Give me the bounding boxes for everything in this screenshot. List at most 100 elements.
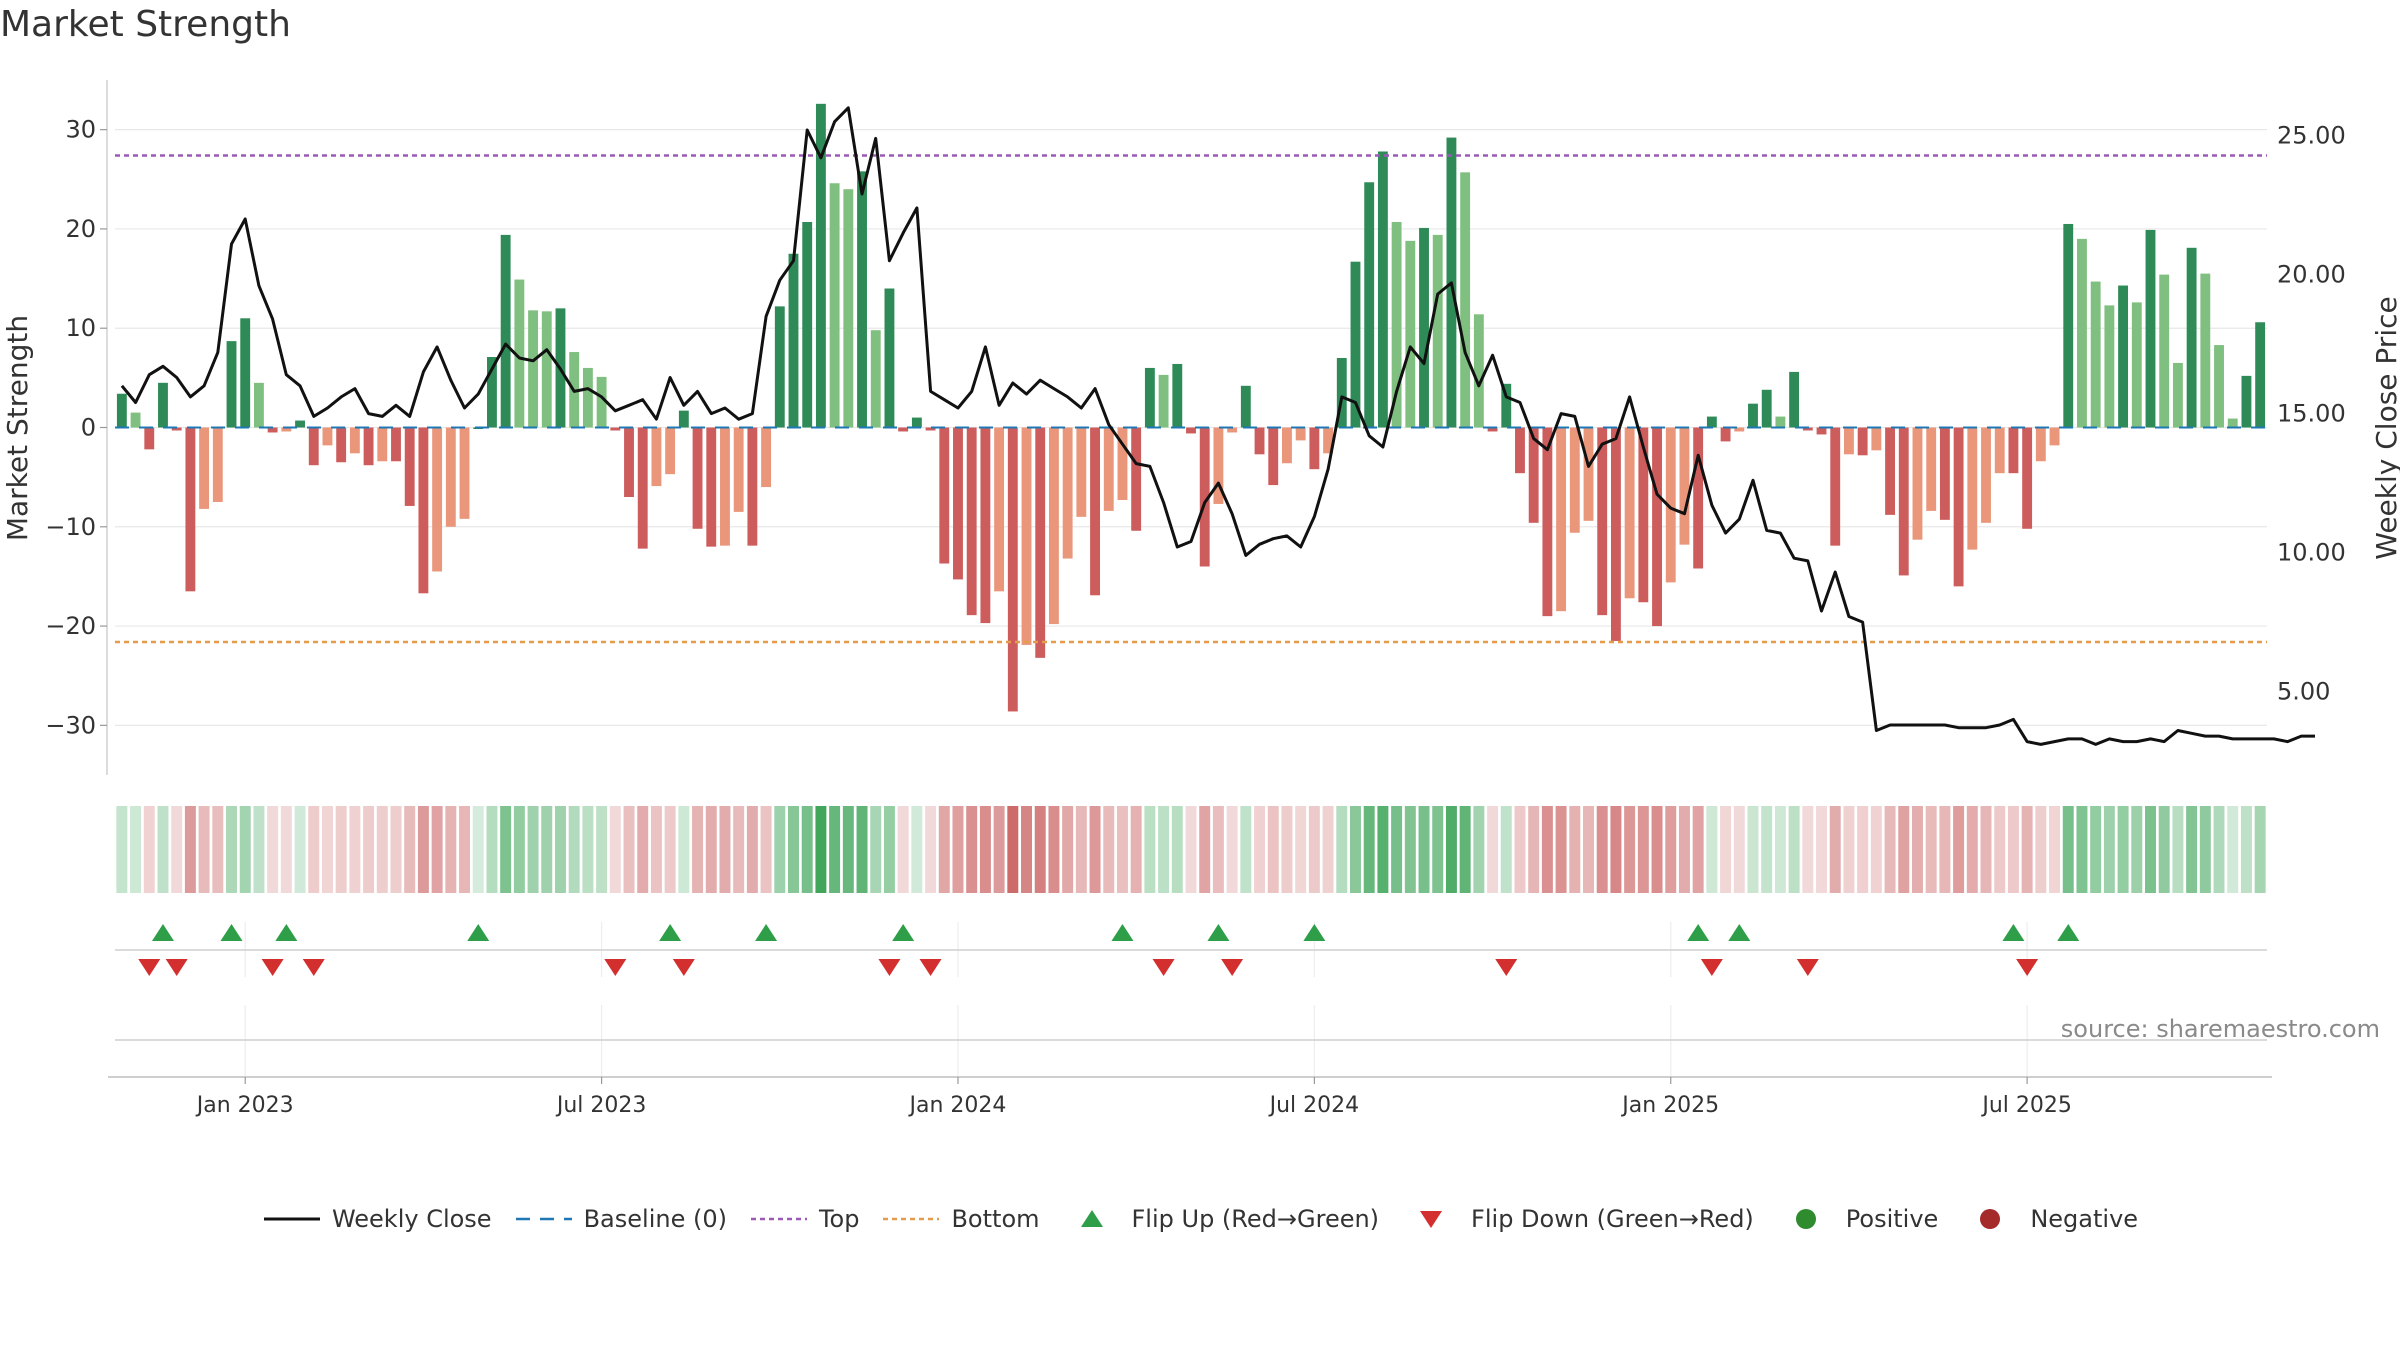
heat-cell xyxy=(1528,806,1540,893)
heat-cell xyxy=(1445,806,1457,893)
strength-bar xyxy=(1336,358,1347,428)
strength-bar xyxy=(747,427,758,546)
legend-label: Negative xyxy=(2030,1205,2139,1233)
strength-bar xyxy=(2200,273,2211,428)
strength-bar xyxy=(1528,427,1539,523)
heat-cell xyxy=(171,806,183,893)
strength-bar xyxy=(665,427,676,475)
legend-label: Weekly Close xyxy=(331,1205,492,1233)
strength-bar xyxy=(678,410,689,428)
heat-cell xyxy=(897,806,909,893)
strength-bar xyxy=(1652,427,1662,627)
strength-bar xyxy=(1021,427,1032,645)
heat-cell xyxy=(2062,806,2074,893)
strength-bar xyxy=(2172,362,2183,428)
strength-bar xyxy=(377,427,388,462)
strength-bar xyxy=(1569,427,1580,533)
strength-bar xyxy=(610,427,621,431)
heat-cell xyxy=(554,806,566,893)
heat-cell xyxy=(2227,806,2239,893)
heat-cell xyxy=(541,806,553,893)
heat-cell xyxy=(1500,806,1512,893)
strength-bar xyxy=(1227,427,1238,433)
strength-bar xyxy=(802,221,813,428)
heat-cell xyxy=(1199,806,1211,893)
flip-up-marker xyxy=(2002,924,2025,941)
heat-cell xyxy=(130,806,142,893)
heat-cell xyxy=(842,806,854,893)
heat-cell xyxy=(1514,806,1526,893)
legend-label: Flip Up (Red→Green) xyxy=(1131,1205,1380,1233)
strength-bar xyxy=(253,382,264,428)
flip-up-marker xyxy=(151,924,174,941)
right-tick-label: 15.00 xyxy=(2277,400,2346,428)
strength-bar xyxy=(925,427,936,431)
strength-bar xyxy=(459,427,470,519)
heat-cell xyxy=(733,806,745,893)
strength-bar xyxy=(1432,234,1443,428)
legend-swatch xyxy=(263,1217,320,1221)
strength-bar xyxy=(1748,403,1758,428)
heat-cell xyxy=(1678,806,1690,893)
flip-up-marker xyxy=(892,924,915,941)
flip-down-marker xyxy=(604,959,627,976)
strength-bar xyxy=(651,427,662,487)
heat-cell xyxy=(1226,806,1238,893)
strength-bar xyxy=(1953,427,1964,587)
strength-bar xyxy=(363,427,374,466)
strength-bar xyxy=(2159,274,2170,428)
strength-bar xyxy=(1638,427,1649,603)
heat-cell xyxy=(2007,806,2019,893)
strength-bar xyxy=(1830,427,1841,546)
right-tick-label: 20.00 xyxy=(2277,261,2346,289)
heat-cell xyxy=(308,806,320,893)
heat-cell xyxy=(1391,806,1403,893)
left-tick-label: −20 xyxy=(45,612,96,640)
strength-bar xyxy=(336,427,347,463)
flip-down-marker xyxy=(1700,959,1723,976)
strength-bar xyxy=(1926,427,1937,511)
axes: 30 20 10 0 −10 −20 −30 25.00 20.00 15.00 10.00 5.00… xyxy=(1,80,2400,1118)
strength-bar xyxy=(911,417,922,428)
strength-bar xyxy=(281,427,292,432)
heat-cell xyxy=(2172,806,2184,893)
heat-cell xyxy=(1802,806,1814,893)
flip-up-marker xyxy=(1303,924,1326,941)
heat-cell xyxy=(2035,806,2047,893)
legend-item: Top xyxy=(749,1205,859,1233)
strength-bar xyxy=(582,367,593,428)
heat-cell xyxy=(157,806,169,893)
strength-bar xyxy=(487,357,497,428)
heat-cell xyxy=(2131,806,2143,893)
strength-bar xyxy=(1240,385,1251,428)
heat-cell xyxy=(376,806,388,893)
strength-bar xyxy=(1117,427,1128,500)
x-tick-label: Jul 2024 xyxy=(1268,1093,1360,1118)
y-left-axis-title: Market Strength xyxy=(1,315,34,541)
strength-bar xyxy=(596,376,607,428)
heat-strip xyxy=(116,806,2266,893)
heat-cell xyxy=(1569,806,1581,893)
strength-bar xyxy=(1144,367,1155,428)
heat-cell xyxy=(1857,806,1869,893)
strength-bar xyxy=(240,318,251,428)
heat-cell xyxy=(1336,806,1348,893)
heat-cell xyxy=(2240,806,2252,893)
heat-cell xyxy=(1980,806,1992,893)
heat-cell xyxy=(760,806,772,893)
heat-cell xyxy=(1925,806,1937,893)
heat-cell xyxy=(1212,806,1224,893)
strength-bar xyxy=(1515,427,1525,474)
strength-bar xyxy=(1720,427,1731,442)
heat-cell xyxy=(1144,806,1156,893)
heat-cell xyxy=(212,806,224,893)
heat-cell xyxy=(239,806,251,893)
heat-cell xyxy=(1610,806,1622,893)
heat-cell xyxy=(815,806,827,893)
heat-cell xyxy=(321,806,333,893)
legend-item: Positive xyxy=(1776,1205,1938,1233)
heat-cell xyxy=(911,806,923,893)
heat-cell xyxy=(1706,806,1718,893)
legend-label: Baseline (0) xyxy=(583,1205,727,1233)
